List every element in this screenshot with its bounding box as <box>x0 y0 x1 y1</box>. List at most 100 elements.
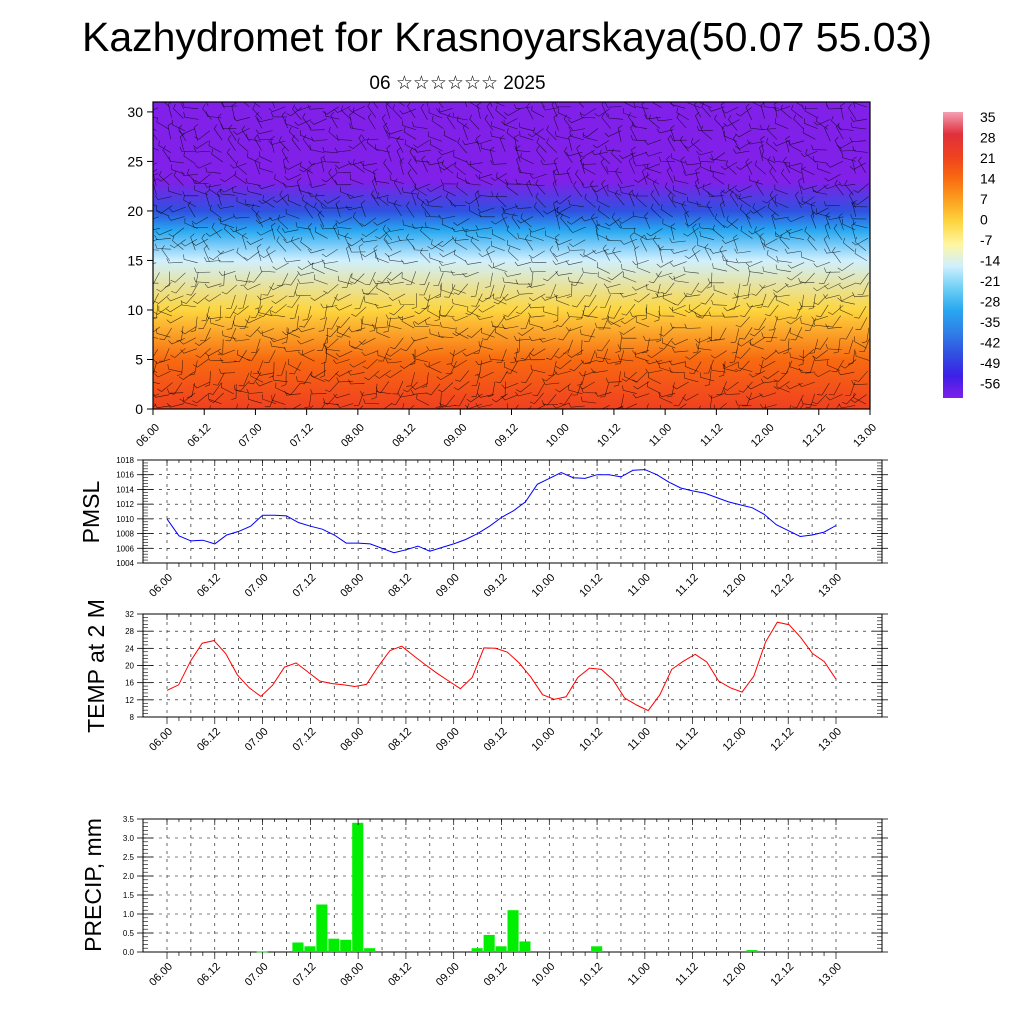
wind-barb <box>311 371 325 382</box>
pmsl-x-tick-label: 11.00 <box>626 572 653 599</box>
wind-barb <box>528 283 545 288</box>
wind-barb <box>634 293 650 303</box>
wind-barb <box>376 327 390 339</box>
wind-barb <box>255 129 273 135</box>
wind-barb <box>457 137 467 154</box>
wind-barb <box>501 394 519 401</box>
wind-barb <box>732 283 741 299</box>
wind-barb <box>412 245 429 251</box>
wind-barb <box>169 206 186 213</box>
wind-barb <box>801 163 815 175</box>
wind-barb <box>710 350 727 359</box>
wind-barb <box>406 372 415 387</box>
wind-barb <box>735 194 752 200</box>
wind-barb <box>437 156 442 174</box>
wind-barb <box>596 219 611 230</box>
wind-barb <box>183 397 198 407</box>
wind-barb <box>251 203 262 219</box>
wind-barb <box>439 402 456 408</box>
wind-barb <box>465 178 481 186</box>
wind-barb <box>421 155 428 173</box>
wind-barb <box>393 200 402 217</box>
wind-barb <box>496 349 507 363</box>
wind-barb <box>291 315 299 332</box>
pmsl-y-tick-label: 1018 <box>116 456 134 465</box>
wind-barb <box>532 383 545 397</box>
wind-barb <box>201 306 210 322</box>
wind-barb <box>824 222 830 240</box>
wind-barb <box>516 289 534 295</box>
wind-barb <box>301 349 315 362</box>
wind-barb <box>656 260 674 268</box>
wind-barb <box>167 122 173 140</box>
wind-barb <box>607 288 624 294</box>
wind-barb <box>723 119 740 127</box>
wind-barb <box>659 326 675 337</box>
wind-barb <box>231 383 237 400</box>
wind-barb <box>721 124 727 142</box>
wind-barb <box>842 237 855 252</box>
wind-barb <box>735 107 752 117</box>
wind-barb <box>551 102 558 118</box>
wind-barb <box>180 238 198 247</box>
wind-barb <box>708 393 726 399</box>
wind-barb <box>245 326 261 338</box>
wind-barb <box>507 239 521 251</box>
wind-barb <box>581 387 598 394</box>
pmsl-x-tick-label: 12.00 <box>721 572 749 600</box>
wind-barb <box>815 337 829 350</box>
wind-barb <box>411 188 417 206</box>
wind-barb <box>269 309 286 317</box>
wind-barb <box>255 112 263 129</box>
wind-barb <box>466 327 483 338</box>
wind-barb <box>372 102 379 109</box>
wind-barb <box>322 106 339 115</box>
wind-barb <box>421 200 431 217</box>
wind-barb <box>833 224 843 241</box>
cross-section-x-tick-label: 11.12 <box>698 422 725 449</box>
wind-barb <box>861 327 870 344</box>
wind-barb <box>470 236 481 252</box>
wind-barb <box>156 282 172 292</box>
wind-barb <box>555 383 571 393</box>
wind-barb <box>336 377 353 383</box>
pmsl-x-tick-label: 07.12 <box>291 572 319 600</box>
wind-barb <box>453 381 470 391</box>
wind-barb <box>387 227 404 232</box>
wind-barb <box>257 295 274 301</box>
wind-barb <box>402 120 417 130</box>
wind-barb <box>684 139 700 149</box>
wind-barb <box>662 293 676 305</box>
wind-barb <box>153 216 159 220</box>
wind-barb <box>516 216 534 224</box>
wind-barb <box>833 337 841 354</box>
colorbar-label: 14 <box>980 171 996 187</box>
wind-barb <box>465 304 480 316</box>
wind-barb <box>403 127 417 140</box>
wind-barb <box>220 357 237 363</box>
wind-barb <box>527 128 544 138</box>
wind-barb <box>363 398 380 405</box>
wind-barb <box>389 337 404 350</box>
wind-barb <box>276 236 287 252</box>
wind-barb <box>629 311 647 317</box>
precip-bar <box>340 939 352 952</box>
wind-barb <box>607 315 621 328</box>
wind-barb <box>719 402 727 409</box>
wind-barb <box>528 312 545 318</box>
wind-barb <box>349 340 363 351</box>
wind-barb <box>556 295 570 306</box>
wind-barb <box>837 370 855 376</box>
wind-barb <box>513 104 531 109</box>
wind-barb <box>476 102 482 119</box>
wind-barb <box>257 307 273 317</box>
precip-y-tick-label: 3.5 <box>123 815 135 824</box>
wind-barb <box>222 330 237 340</box>
wind-barb <box>563 147 573 163</box>
wind-barb <box>311 262 325 275</box>
wind-barb <box>739 327 753 340</box>
pmsl-x-tick-label: 11.12 <box>673 572 700 599</box>
wind-barb <box>683 373 699 383</box>
wind-barb <box>401 187 418 195</box>
